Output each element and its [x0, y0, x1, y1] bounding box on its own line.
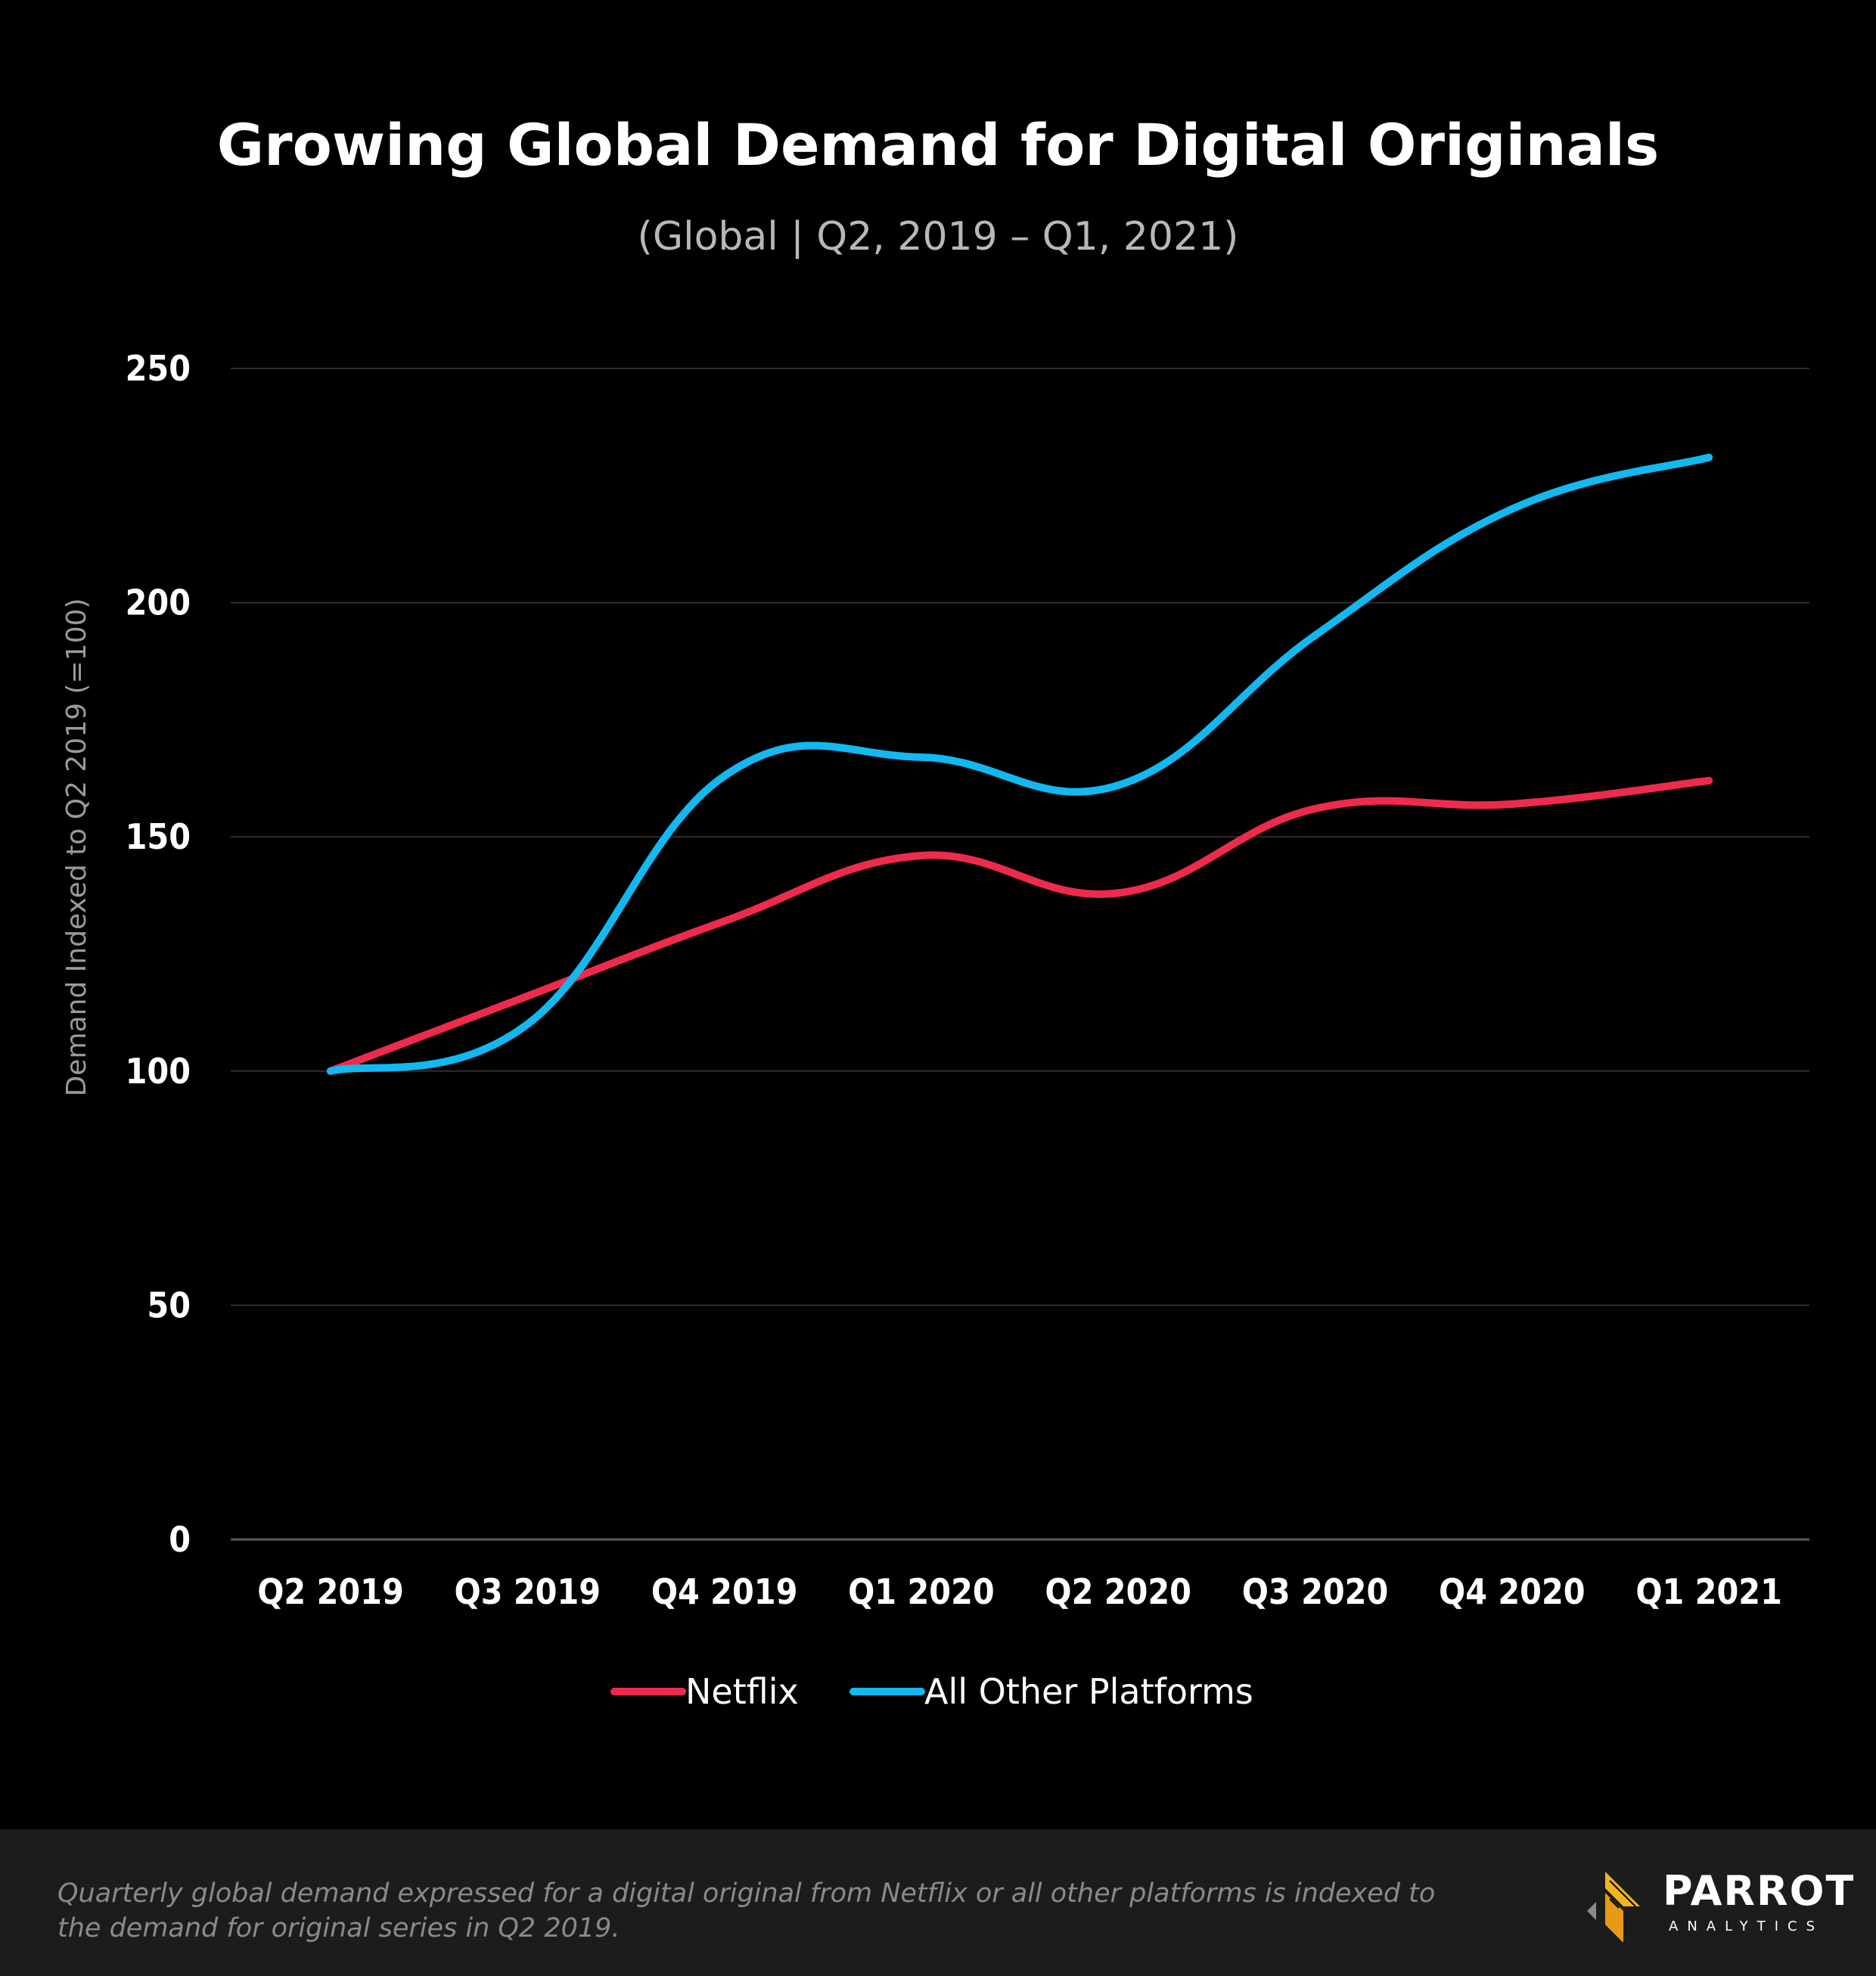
footer-note-line-2: the demand for original series in Q2 201… [57, 1913, 620, 1943]
footer-note: Quarterly global demand expressed for a … [57, 1876, 1480, 1946]
series-line [327, 776, 1713, 1075]
x-tick-label: Q1 2021 [1635, 1571, 1782, 1612]
x-tick-label: Q2 2019 [257, 1571, 404, 1612]
x-tick-label: Q4 2019 [651, 1571, 798, 1612]
brand-logo: PARROT ANALYTICS [1579, 1864, 1853, 1947]
legend: Netflix All Other Platforms [610, 1671, 1253, 1712]
data-point [1508, 800, 1516, 808]
y-axis-label: Demand Indexed to Q2 2019 (=100) [61, 598, 92, 1097]
data-point [523, 1020, 532, 1028]
footer: Quarterly global demand expressed for a … [0, 1829, 1876, 1976]
data-point [1114, 889, 1123, 897]
footer-note-line-1: Quarterly global demand expressed for a … [57, 1878, 1436, 1909]
y-tick-label: 0 [169, 1519, 191, 1560]
data-point [720, 917, 728, 925]
legend-label: All Other Platforms [924, 1671, 1253, 1712]
series-line [327, 453, 1713, 1075]
data-point [523, 992, 532, 1000]
x-tick-label: Q4 2020 [1439, 1571, 1586, 1612]
data-point [720, 772, 728, 780]
chart-subtitle: (Global | Q2, 2019 – Q1, 2021) [638, 214, 1239, 259]
y-tick-label: 50 [147, 1285, 191, 1325]
x-tick-label: Q3 2019 [455, 1571, 601, 1612]
data-point [1705, 453, 1713, 461]
parrot-logo-icon [1587, 1872, 1640, 1943]
x-tick-label: Q3 2020 [1242, 1571, 1389, 1612]
data-point [327, 1067, 334, 1075]
data-point [1114, 781, 1123, 790]
legend-item: All Other Platforms [849, 1671, 1253, 1712]
y-tick-label: 250 [126, 348, 191, 389]
series-netflix [327, 776, 1713, 1075]
series-lines [327, 453, 1713, 1075]
y-tick-label: 100 [126, 1051, 191, 1092]
grid-lines [231, 368, 1809, 1541]
series-all-other-platforms [327, 453, 1713, 1075]
brand-subtitle: ANALYTICS [1669, 1919, 1825, 1934]
data-point [1311, 631, 1319, 639]
data-point [1705, 776, 1713, 784]
legend-item: Netflix [610, 1671, 799, 1712]
y-tick-label: 150 [126, 816, 191, 857]
y-tick-label: 200 [126, 583, 191, 623]
y-tick-labels: 0 50 100 150 200 250 [126, 348, 191, 1560]
data-point [1311, 805, 1319, 813]
x-tick-label: Q2 2020 [1045, 1571, 1191, 1612]
legend-label: Netflix [685, 1671, 799, 1712]
x-tick-labels: Q2 2019 Q3 2019 Q4 2019 Q1 2020 Q2 2020 Q3 20… [257, 1571, 1782, 1612]
brand-name: PARROT [1663, 1867, 1856, 1915]
data-point [917, 753, 925, 761]
data-point [917, 851, 925, 859]
data-point [1508, 505, 1516, 513]
chart-title: Growing Global Demand for Digital Origin… [217, 111, 1659, 179]
x-tick-label: Q1 2020 [848, 1571, 995, 1612]
